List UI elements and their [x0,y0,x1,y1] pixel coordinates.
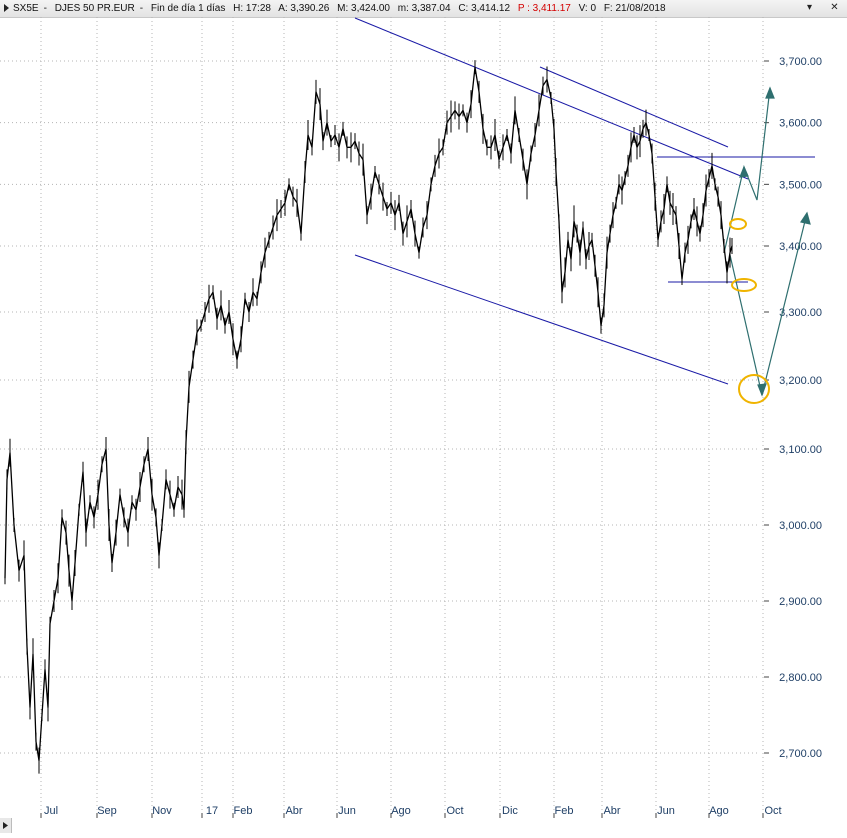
high-value: M: 3,424.00 [337,3,390,14]
x-tick-label: Ago [391,805,411,817]
x-tick-label: Jun [657,805,675,817]
x-tick-label: Abr [603,805,620,817]
y-tick-label: 2,800.00 [779,672,822,684]
close-value: C: 3,414.12 [458,3,511,14]
minimize-button[interactable]: ▾ [806,2,813,13]
x-tick-label: Ago [709,805,729,817]
y-tick-label: 3,300.00 [779,307,822,319]
y-tick-label: 3,200.00 [779,375,822,387]
x-tick-label: Oct [764,805,781,817]
y-tick-label: 3,100.00 [779,444,822,456]
symbol-label: SX5E [13,3,39,14]
y-tick-label: 2,900.00 [779,596,822,608]
target-circle-upper [729,218,747,230]
close-button[interactable]: ✕ [830,2,839,13]
volume-value: V: 0 [578,3,597,14]
y-tick-label: 3,500.00 [779,179,822,191]
low-value: m: 3,387.04 [397,3,451,14]
x-tick-label: Feb [234,805,253,817]
y-tick-label: 3,600.00 [779,118,822,130]
scroll-left-button[interactable] [0,818,12,833]
time-value: H: 17:28 [233,3,271,14]
open-value: A: 3,390.26 [278,3,330,14]
y-tick-label: 3,400.00 [779,241,822,253]
x-tick-label: Jul [44,805,58,817]
trendline-upper-short [539,66,729,148]
target-circle-middle [731,278,757,292]
play-icon [3,822,8,829]
y-tick-label: 3,000.00 [779,520,822,532]
chart-grid [0,17,764,817]
x-tick-label: Abr [285,805,302,817]
quote-header: SX5E - DJES 50 PR.EUR - Fin de día 1 días … [13,3,666,14]
bottom-scroll-bar [0,818,847,834]
last-value: P : 3,411.17 [517,3,571,14]
y-tick-label: 2,700.00 [779,748,822,760]
y-tick-label: 3,700.00 [779,56,822,68]
x-tick-label: Dic [502,805,518,817]
chart-menu-icon[interactable] [3,3,10,13]
instrument-name: DJES 50 PR.EUR [54,3,135,14]
price-chart: 3,700.00 3,600.00 3,500.00 3,400.00 3,300.00… [0,17,822,818]
x-tick-label: Oct [446,805,463,817]
trendline-lower [354,254,729,385]
x-tick-label: Sep [97,805,117,817]
period-label: Fin de día 1 días [150,3,226,14]
x-tick-label: Feb [555,805,574,817]
chart-annotations [354,17,815,404]
x-tick-label: 17 [206,805,218,817]
date-value: F: 21/08/2018 [603,3,666,14]
target-circle-lower [738,374,770,404]
price-series [4,60,733,774]
chart-title-bar: SX5E - DJES 50 PR.EUR - Fin de día 1 días … [0,0,847,18]
x-tick-label: Jun [338,805,356,817]
x-tick-label: Nov [152,805,172,817]
y-axis: 3,700.00 3,600.00 3,500.00 3,400.00 3,300.00… [764,56,822,760]
price-line [4,66,733,762]
x-axis: Jul Sep Nov 17 Feb Abr Jun Ago Oct Dic Feb Abr Jun Ag… [40,805,782,818]
projection-path [723,86,811,397]
